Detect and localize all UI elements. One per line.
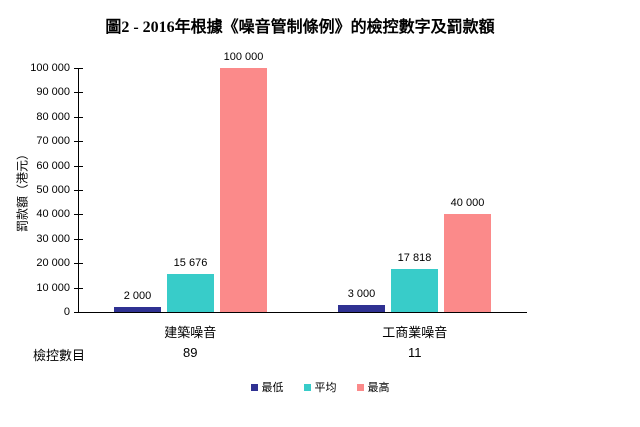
chart-title: 圖2 - 2016年根據《噪音管制條例》的檢控數字及罰款額 <box>105 19 495 36</box>
y-axis-tick-label: 20 000 <box>36 257 70 269</box>
y-axis-tick-label: 100 000 <box>30 62 70 74</box>
bar <box>220 68 267 312</box>
y-axis-tick-label: 90 000 <box>36 86 70 98</box>
legend-item: 平均 <box>303 379 337 395</box>
category-label: 工商業噪音 <box>382 325 448 340</box>
y-axis-tick <box>74 214 83 215</box>
legend-item: 最高 <box>356 379 390 395</box>
y-axis-tick-label: 80 000 <box>36 111 70 123</box>
bar-value-label: 100 000 <box>223 51 264 63</box>
bar <box>391 269 438 312</box>
prosecution-count: 89 <box>183 345 198 360</box>
y-axis-tick <box>74 288 83 289</box>
y-axis-tick <box>74 166 83 167</box>
legend-label: 最低 <box>261 382 284 394</box>
legend-swatch-icon <box>303 383 311 391</box>
prosecution-count: 11 <box>408 345 422 360</box>
category-label: 建築噪音 <box>164 325 217 340</box>
bar-value-label: 40 000 <box>450 197 485 209</box>
y-axis-tick <box>74 68 83 69</box>
y-axis-tick <box>74 141 83 142</box>
x-axis <box>78 312 527 313</box>
legend-label: 最高 <box>367 382 390 394</box>
legend-label: 平均 <box>314 382 337 394</box>
y-axis-tick <box>74 190 83 191</box>
y-axis-tick-label: 0 <box>63 306 70 318</box>
y-axis-tick-label: 50 000 <box>36 184 70 196</box>
bar-value-label: 15 676 <box>173 257 208 269</box>
y-axis-tick-label: 70 000 <box>36 135 70 147</box>
bar <box>167 274 214 312</box>
legend-swatch-icon <box>250 383 258 391</box>
y-axis-tick <box>74 92 83 93</box>
bar <box>338 305 385 312</box>
y-axis-tick <box>74 312 83 313</box>
y-axis-tick-label: 10 000 <box>36 282 70 294</box>
bar <box>114 307 161 312</box>
legend: 最低 平均 最高 <box>0 379 640 395</box>
bar-value-label: 2 000 <box>123 290 152 302</box>
y-axis-tick <box>74 263 83 264</box>
y-axis-tick-label: 40 000 <box>36 208 70 220</box>
y-axis-tick-label: 60 000 <box>36 160 70 172</box>
bar <box>444 214 491 312</box>
y-axis-tick <box>74 239 83 240</box>
bar-value-label: 3 000 <box>347 288 376 300</box>
prosecution-counts-label: 檢控數目 <box>33 348 86 363</box>
legend-swatch-icon <box>356 383 364 391</box>
bar-value-label: 17 818 <box>397 252 432 264</box>
legend-item: 最低 <box>250 379 284 395</box>
y-axis-tick-label: 30 000 <box>36 233 70 245</box>
y-axis-tick <box>74 117 83 118</box>
